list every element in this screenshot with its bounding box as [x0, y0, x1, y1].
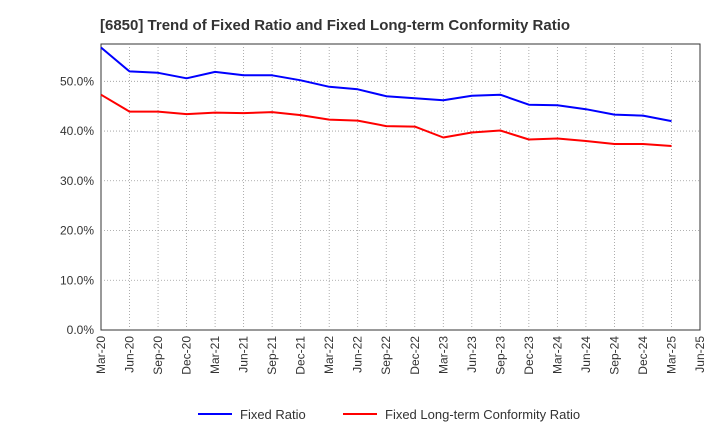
series-line-1 — [100, 46, 672, 123]
x-tick-label: Sep-23 — [493, 336, 507, 375]
y-tick-label: 10.0% — [60, 273, 94, 287]
plot-area: 0.0% 10.0% 20.0% 30.0% 40.0% 50.0% Mar-20 Jun-2… — [60, 43, 707, 375]
x-tick-label: Sep-22 — [379, 336, 393, 375]
x-tick-label: Mar-25 — [664, 336, 678, 374]
x-tick-label: Mar-21 — [208, 336, 222, 374]
legend-label-2: Fixed Long-term Conformity Ratio — [385, 407, 580, 422]
plot-frame — [100, 43, 701, 331]
x-tick-label: Dec-24 — [636, 336, 650, 375]
x-tick-label: Dec-20 — [180, 336, 194, 375]
x-tick-label: Jun-24 — [579, 336, 593, 373]
x-tick-label: Jun-23 — [465, 336, 479, 373]
x-tick-label: Jun-21 — [237, 336, 251, 373]
x-tick-label: Dec-22 — [408, 336, 422, 375]
y-tick-label: 0.0% — [67, 323, 95, 337]
legend-label-1: Fixed Ratio — [240, 407, 306, 422]
x-tick-label: Mar-20 — [94, 336, 108, 374]
x-tick-label: Mar-24 — [550, 336, 564, 374]
x-tick-label: Mar-23 — [436, 336, 450, 374]
x-tick-label: Dec-21 — [294, 336, 308, 375]
x-tick-label: Sep-20 — [151, 336, 165, 375]
x-tick-label: Sep-24 — [607, 336, 621, 375]
legend: Fixed Ratio Fixed Long-term Conformity Ra… — [198, 407, 580, 422]
y-tick-label: 30.0% — [60, 174, 94, 188]
chart-title: [6850] Trend of Fixed Ratio and Fixed Lo… — [100, 17, 570, 34]
x-tick-label: Jun-25 — [693, 336, 707, 373]
x-tick-label: Dec-23 — [522, 336, 536, 375]
y-tick-label: 20.0% — [60, 224, 94, 238]
x-tick-label: Jun-20 — [123, 336, 137, 373]
y-tick-label: 50.0% — [60, 74, 94, 88]
x-tick-label: Jun-22 — [351, 336, 365, 373]
x-tick-label: Sep-21 — [265, 336, 279, 375]
x-tick-label: Mar-22 — [322, 336, 336, 374]
series-line-2 — [100, 93, 672, 147]
y-tick-label: 40.0% — [60, 124, 94, 138]
